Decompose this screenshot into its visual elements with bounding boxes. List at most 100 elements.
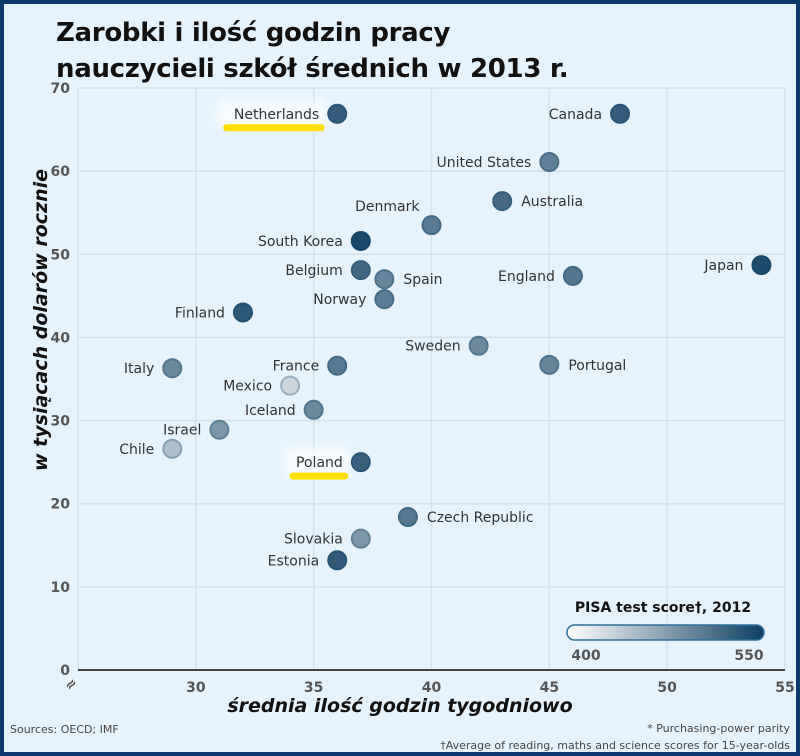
point-label: Norway xyxy=(313,292,366,308)
y-tick-label: 70 xyxy=(51,81,71,97)
point-netherlands: Netherlands xyxy=(234,103,348,124)
y-tick-label: 50 xyxy=(51,247,71,263)
point-label: Slovakia xyxy=(284,532,343,548)
point-finland: Finland xyxy=(175,302,253,323)
chart-title-line1: Zarobki i ilość godzin pracy xyxy=(56,18,451,48)
x-tick-label: 45 xyxy=(540,680,559,696)
point-label: France xyxy=(273,359,320,375)
data-marker xyxy=(350,260,371,281)
data-marker xyxy=(751,255,772,276)
point-belgium: Belgium xyxy=(285,260,371,281)
x-tick-label: 55 xyxy=(775,680,794,696)
data-marker xyxy=(327,550,348,571)
point-israel: Israel xyxy=(163,419,230,440)
y-tick-label: 60 xyxy=(51,164,71,180)
point-label: Canada xyxy=(549,107,602,123)
point-spain: Spain xyxy=(374,269,442,290)
point-label: Sweden xyxy=(405,339,460,355)
footnote-ppp: * Purchasing-power parity xyxy=(647,722,790,735)
data-marker xyxy=(539,151,560,172)
data-marker xyxy=(397,507,418,528)
point-label: Belgium xyxy=(285,263,342,279)
data-marker xyxy=(327,103,348,124)
point-denmark: Denmark xyxy=(355,199,442,236)
point-label: Mexico xyxy=(223,379,272,395)
chart-frame: Zarobki i ilość godzin pracy nauczycieli… xyxy=(4,4,796,752)
footnote-pisa: †Average of reading, maths and science s… xyxy=(440,739,790,752)
legend-gradient-bar xyxy=(566,624,765,641)
data-marker xyxy=(468,335,489,356)
highlights xyxy=(218,100,349,480)
x-tick-label: 50 xyxy=(657,680,677,696)
data-marker xyxy=(327,355,348,376)
point-france: France xyxy=(273,355,348,376)
point-label: Spain xyxy=(403,272,442,288)
data-marker xyxy=(350,528,371,549)
data-marker xyxy=(280,375,301,396)
point-label: South Korea xyxy=(258,234,343,250)
point-label: Estonia xyxy=(268,553,320,569)
data-marker xyxy=(209,419,230,440)
point-south-korea: South Korea xyxy=(258,230,371,251)
y-tick-label: 0 xyxy=(60,663,70,679)
point-czech-republic: Czech Republic xyxy=(397,507,534,528)
y-tick-label: 30 xyxy=(51,414,71,430)
point-italy: Italy xyxy=(124,358,183,379)
y-tick-label: 20 xyxy=(51,497,71,513)
x-tick-label: 35 xyxy=(304,680,323,696)
grid-lines xyxy=(77,87,786,670)
legend-title: PISA test score†, 2012 xyxy=(575,600,751,616)
point-label: Japan xyxy=(703,258,743,274)
y-axis-title: w tysiącach dolarów rocznie xyxy=(30,169,52,471)
data-marker xyxy=(162,358,183,379)
point-portugal: Portugal xyxy=(539,354,626,375)
point-australia: Australia xyxy=(492,191,583,212)
data-marker xyxy=(610,103,631,124)
point-slovakia: Slovakia xyxy=(284,528,371,549)
point-united-states: United States xyxy=(437,151,560,172)
data-marker xyxy=(232,302,253,323)
point-label: Denmark xyxy=(355,199,420,215)
x-axis-title: średnia ilość godzin tygodniowo xyxy=(227,695,572,717)
data-marker xyxy=(350,452,371,473)
legend-min-label: 400 xyxy=(571,648,600,664)
data-points: Netherlands Canada United States Australia D… xyxy=(119,103,772,571)
point-canada: Canada xyxy=(549,103,631,124)
y-tick-label: 10 xyxy=(51,580,71,596)
data-marker xyxy=(374,269,395,290)
chart-title-line2: nauczycieli szkół średnich w 2013 r. xyxy=(56,54,569,84)
data-marker xyxy=(492,191,513,212)
point-sweden: Sweden xyxy=(405,335,489,356)
point-label: Netherlands xyxy=(234,107,319,123)
point-norway: Norway xyxy=(313,289,395,310)
data-marker xyxy=(162,438,183,459)
point-label: Iceland xyxy=(245,403,296,419)
point-label: Poland xyxy=(296,455,343,471)
point-label: Israel xyxy=(163,423,201,439)
point-label: Finland xyxy=(175,305,225,321)
point-label: Italy xyxy=(124,361,154,377)
sources-note: Sources: OECD; IMF xyxy=(10,723,119,736)
legend-max-label: 550 xyxy=(734,648,763,664)
data-marker xyxy=(421,215,442,236)
point-label: England xyxy=(498,269,555,285)
y-tick-label: 40 xyxy=(51,330,71,346)
color-legend: PISA test score†, 2012 400 550 xyxy=(566,600,765,664)
data-marker xyxy=(539,354,560,375)
point-label: Czech Republic xyxy=(427,510,534,526)
x-tick-label: 40 xyxy=(422,680,442,696)
point-label: Portugal xyxy=(568,358,626,374)
point-japan: Japan xyxy=(703,255,772,276)
point-england: England xyxy=(498,265,583,286)
point-label: United States xyxy=(437,155,532,171)
point-chile: Chile xyxy=(119,438,183,459)
x-axis-ticks: 30 35 40 45 50 55 xyxy=(186,680,795,696)
point-iceland: Iceland xyxy=(245,399,324,420)
data-marker xyxy=(562,265,583,286)
point-poland: Poland xyxy=(296,452,371,473)
data-marker xyxy=(374,289,395,310)
data-marker xyxy=(303,399,324,420)
point-label: Chile xyxy=(119,442,154,458)
y-axis-ticks: 0 10 20 30 40 50 60 70 xyxy=(51,81,71,679)
